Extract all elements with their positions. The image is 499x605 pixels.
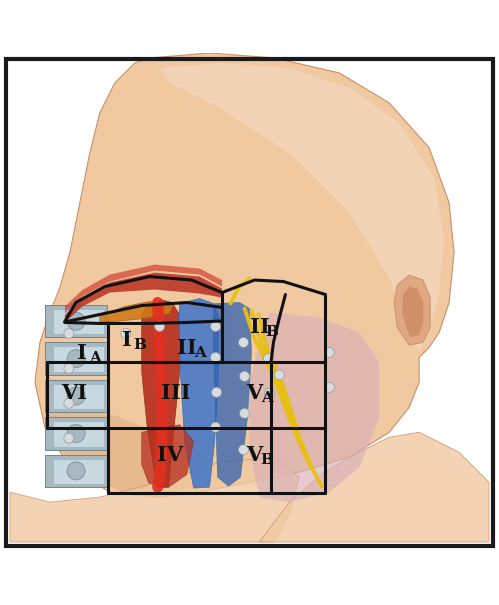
Circle shape xyxy=(67,462,85,480)
Circle shape xyxy=(64,329,74,338)
Polygon shape xyxy=(45,402,210,497)
Circle shape xyxy=(211,321,221,332)
Polygon shape xyxy=(394,275,430,345)
Circle shape xyxy=(239,338,249,347)
Polygon shape xyxy=(100,301,174,321)
Circle shape xyxy=(155,321,165,332)
Polygon shape xyxy=(402,287,423,338)
Polygon shape xyxy=(54,460,104,484)
Polygon shape xyxy=(65,273,222,322)
Circle shape xyxy=(264,388,274,398)
Polygon shape xyxy=(35,53,454,497)
Circle shape xyxy=(67,350,85,368)
Text: V: V xyxy=(247,445,262,465)
Polygon shape xyxy=(214,302,251,486)
Polygon shape xyxy=(54,347,104,372)
Polygon shape xyxy=(45,380,107,412)
Circle shape xyxy=(240,408,250,418)
Polygon shape xyxy=(142,300,180,488)
Text: V: V xyxy=(247,384,262,404)
Polygon shape xyxy=(45,417,107,450)
Text: A: A xyxy=(261,391,273,405)
Polygon shape xyxy=(54,422,104,446)
Text: II: II xyxy=(177,338,197,358)
Polygon shape xyxy=(160,63,444,352)
Circle shape xyxy=(211,352,221,362)
Circle shape xyxy=(212,387,222,397)
Polygon shape xyxy=(10,457,299,542)
Circle shape xyxy=(324,347,334,358)
Polygon shape xyxy=(179,298,219,488)
Circle shape xyxy=(274,370,284,380)
Circle shape xyxy=(64,364,74,373)
Polygon shape xyxy=(259,432,489,542)
Circle shape xyxy=(263,353,273,364)
Polygon shape xyxy=(65,264,222,313)
Polygon shape xyxy=(45,342,107,375)
Text: IV: IV xyxy=(157,445,183,465)
Text: A: A xyxy=(194,347,206,361)
Circle shape xyxy=(67,312,85,330)
Circle shape xyxy=(121,329,131,338)
Polygon shape xyxy=(142,425,194,487)
Circle shape xyxy=(64,433,74,443)
Polygon shape xyxy=(54,310,104,335)
Circle shape xyxy=(239,445,249,455)
Text: A: A xyxy=(89,352,101,365)
Circle shape xyxy=(211,422,221,432)
Text: I: I xyxy=(122,330,132,350)
Circle shape xyxy=(64,398,74,408)
Circle shape xyxy=(240,371,250,381)
Circle shape xyxy=(67,387,85,405)
Circle shape xyxy=(67,425,85,442)
Text: I: I xyxy=(77,344,87,364)
Polygon shape xyxy=(250,312,379,502)
Text: B: B xyxy=(260,453,273,466)
Text: III: III xyxy=(161,384,191,404)
Text: VI: VI xyxy=(61,384,87,404)
Text: B: B xyxy=(133,338,146,352)
Circle shape xyxy=(324,382,334,392)
Polygon shape xyxy=(45,305,107,338)
Polygon shape xyxy=(54,385,104,410)
Polygon shape xyxy=(45,455,107,487)
Text: B: B xyxy=(265,325,278,339)
Text: II: II xyxy=(250,318,269,338)
